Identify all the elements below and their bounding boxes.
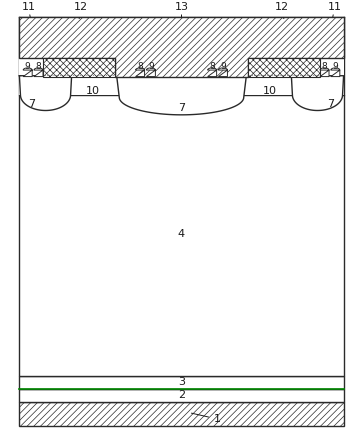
Text: 8: 8: [209, 62, 215, 71]
Text: 4: 4: [178, 229, 185, 239]
Text: 13: 13: [175, 2, 188, 17]
Text: 7: 7: [178, 103, 185, 114]
Text: 7: 7: [28, 99, 36, 109]
Polygon shape: [219, 68, 228, 77]
Text: 8: 8: [137, 62, 143, 71]
Text: 7: 7: [327, 99, 335, 109]
Bar: [19, 402, 344, 425]
Polygon shape: [19, 76, 72, 110]
Text: 8: 8: [322, 62, 327, 71]
Polygon shape: [208, 68, 217, 77]
Bar: [43, 59, 115, 77]
Bar: [19, 389, 344, 402]
Bar: [19, 17, 344, 95]
Text: 3: 3: [178, 377, 185, 387]
Text: 11: 11: [327, 2, 342, 17]
Text: 1: 1: [191, 413, 221, 424]
Text: 9: 9: [148, 62, 154, 71]
Polygon shape: [23, 68, 32, 77]
Text: 9: 9: [333, 62, 338, 71]
Polygon shape: [34, 68, 43, 77]
Text: 12: 12: [74, 2, 88, 18]
Text: 9: 9: [25, 62, 30, 71]
Bar: [19, 376, 344, 389]
Polygon shape: [331, 68, 340, 77]
Polygon shape: [291, 76, 344, 110]
Bar: [19, 95, 344, 376]
Text: 12: 12: [275, 2, 289, 18]
Text: 11: 11: [21, 2, 36, 17]
Text: 10: 10: [263, 86, 277, 96]
Polygon shape: [117, 76, 246, 115]
Polygon shape: [146, 68, 155, 77]
Text: 2: 2: [178, 390, 185, 400]
Polygon shape: [320, 68, 329, 77]
Text: 9: 9: [220, 62, 226, 71]
Polygon shape: [135, 68, 144, 77]
Polygon shape: [19, 17, 344, 77]
Text: 10: 10: [86, 86, 100, 96]
Bar: [248, 59, 320, 77]
Text: 8: 8: [36, 62, 41, 71]
